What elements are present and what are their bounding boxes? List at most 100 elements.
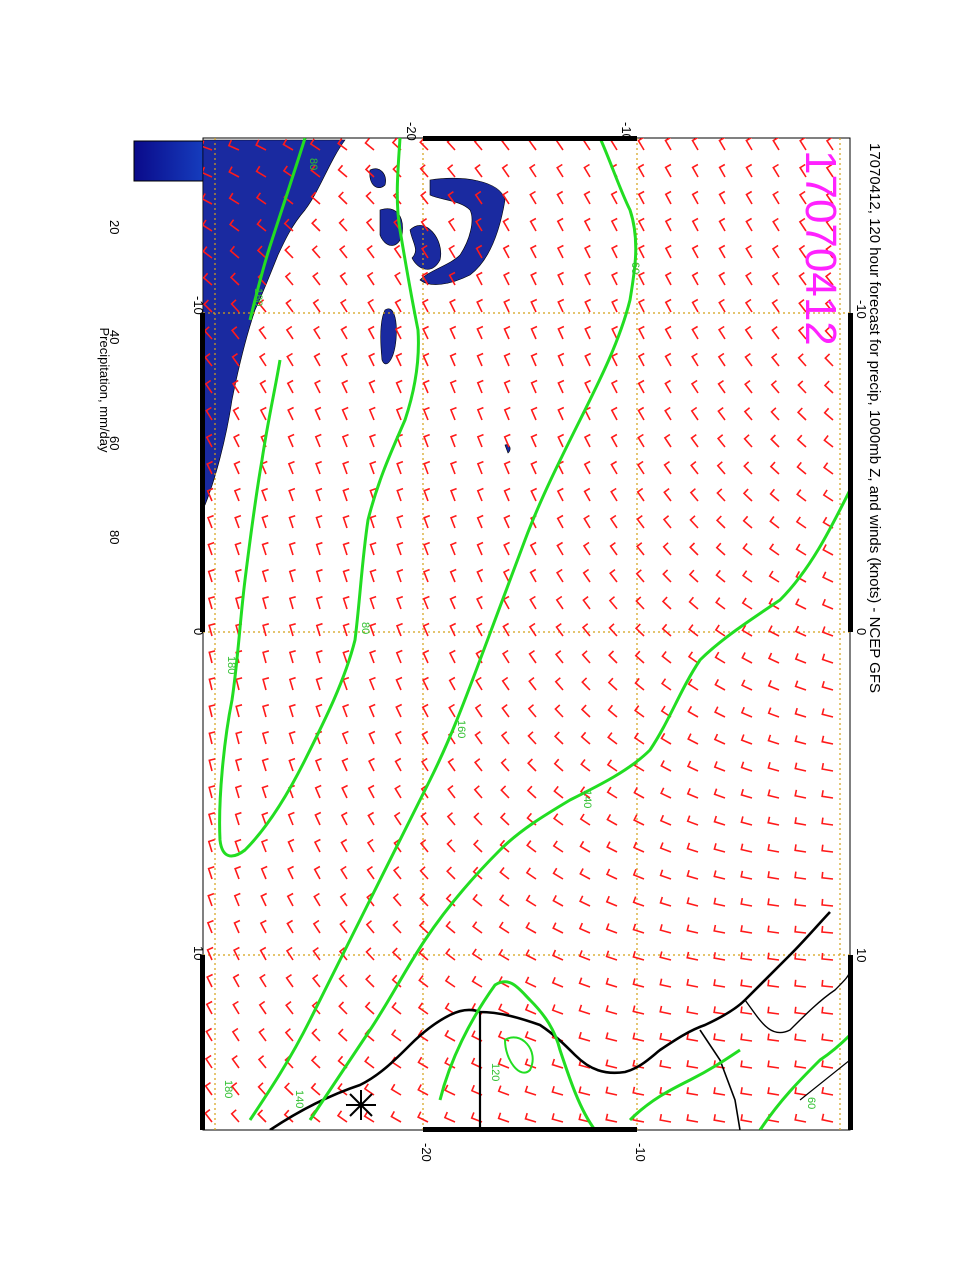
wind-barb xyxy=(369,460,377,475)
wind-barb xyxy=(422,622,430,637)
wind-barb xyxy=(340,352,348,367)
wind-barb xyxy=(231,1054,240,1069)
wind-barb xyxy=(366,271,375,286)
wind-barb xyxy=(449,541,457,556)
wind-barb xyxy=(557,298,565,313)
wind-barb xyxy=(578,1031,591,1042)
wind-barb xyxy=(310,165,321,178)
wind-barb xyxy=(497,1058,510,1069)
wind-barb xyxy=(261,731,269,745)
wind-barb xyxy=(230,1082,240,1096)
wind-barb xyxy=(288,650,296,664)
wind-barb xyxy=(659,896,672,907)
wind-barb xyxy=(741,597,753,610)
wind-barb xyxy=(794,762,807,772)
wind-barb xyxy=(584,271,591,286)
wind-barb xyxy=(579,895,591,907)
wind-barb xyxy=(206,460,213,475)
wind-barb xyxy=(556,163,564,178)
wind-barb xyxy=(633,732,645,745)
wind-barb xyxy=(822,462,834,475)
wind-barb xyxy=(530,325,538,340)
wind-barb xyxy=(418,947,429,961)
wind-barb xyxy=(741,624,753,637)
wind-barb xyxy=(499,812,510,826)
wind-barb xyxy=(204,1054,213,1069)
wind-barb xyxy=(285,298,294,313)
wind-barb xyxy=(232,1000,240,1015)
wind-barb xyxy=(798,217,807,232)
wind-barb xyxy=(767,979,780,988)
wind-barb xyxy=(203,140,213,151)
wind-barb xyxy=(689,488,699,502)
wind-barb xyxy=(605,1086,618,1096)
wind-barb xyxy=(449,298,456,313)
wind-barb xyxy=(258,1000,267,1015)
wind-barb xyxy=(499,867,510,880)
contour-label: 140 xyxy=(293,1090,305,1108)
wind-barb xyxy=(366,244,375,259)
wind-barb xyxy=(771,298,780,313)
wind-barb xyxy=(287,865,294,880)
wind-barb xyxy=(394,298,402,313)
wind-barb xyxy=(203,166,213,178)
top-axis-label: -10 xyxy=(619,122,634,141)
wind-barb xyxy=(636,514,645,529)
wind-barb xyxy=(233,892,241,907)
wind-barb xyxy=(740,816,753,826)
contour-label: 80 xyxy=(307,158,319,170)
wind-barb xyxy=(342,487,350,502)
wind-barb xyxy=(740,706,753,718)
wind-barb xyxy=(741,570,753,583)
wind-barb xyxy=(337,1028,348,1042)
wind-barb xyxy=(795,543,807,556)
wind-barb xyxy=(610,487,618,502)
wind-barb xyxy=(315,487,323,502)
wind-barb xyxy=(363,1110,375,1123)
wind-barb xyxy=(315,514,323,529)
wind-barb xyxy=(687,678,699,691)
wind-barb xyxy=(718,163,726,178)
wind-barb xyxy=(342,514,350,529)
wind-barb xyxy=(208,758,216,772)
wind-barb xyxy=(767,871,780,880)
wind-barb xyxy=(499,839,510,853)
wind-barb xyxy=(257,1109,267,1123)
wind-barb xyxy=(605,868,618,880)
wind-barb xyxy=(771,271,780,286)
wind-barb xyxy=(608,623,618,637)
wind-barb xyxy=(610,379,618,394)
bottom-axis-label: -10 xyxy=(633,1143,648,1162)
wind-barb xyxy=(395,703,403,718)
axis-bars xyxy=(200,136,853,1132)
wind-barb xyxy=(794,844,807,853)
wind-barb xyxy=(769,488,780,502)
wind-barb xyxy=(772,163,780,178)
wind-barb xyxy=(418,920,429,934)
wind-barb xyxy=(208,731,216,745)
wind-barb xyxy=(257,299,267,313)
wind-barb xyxy=(611,352,618,367)
colorbar-tick-40: 40 xyxy=(107,330,122,344)
wind-barb xyxy=(580,704,591,718)
wind-barb xyxy=(393,838,402,853)
wind-barb xyxy=(262,623,270,637)
wind-barb xyxy=(366,865,375,880)
wind-barb xyxy=(449,514,457,529)
wind-barb xyxy=(713,870,726,880)
wind-barb xyxy=(552,840,564,853)
wind-barb xyxy=(664,406,672,421)
wind-barb xyxy=(794,1006,807,1015)
wind-barb xyxy=(423,541,430,556)
wind-barb xyxy=(390,1111,402,1123)
wind-barb xyxy=(449,352,457,367)
wind-barb xyxy=(341,757,349,772)
wind-barb xyxy=(606,814,618,826)
wind-barb xyxy=(310,1082,321,1096)
wind-barb xyxy=(771,325,780,340)
wind-barb xyxy=(745,190,753,205)
wind-barb xyxy=(312,271,321,286)
wind-barb xyxy=(444,1029,456,1042)
wind-barb xyxy=(530,352,538,367)
wind-barb xyxy=(449,325,457,340)
